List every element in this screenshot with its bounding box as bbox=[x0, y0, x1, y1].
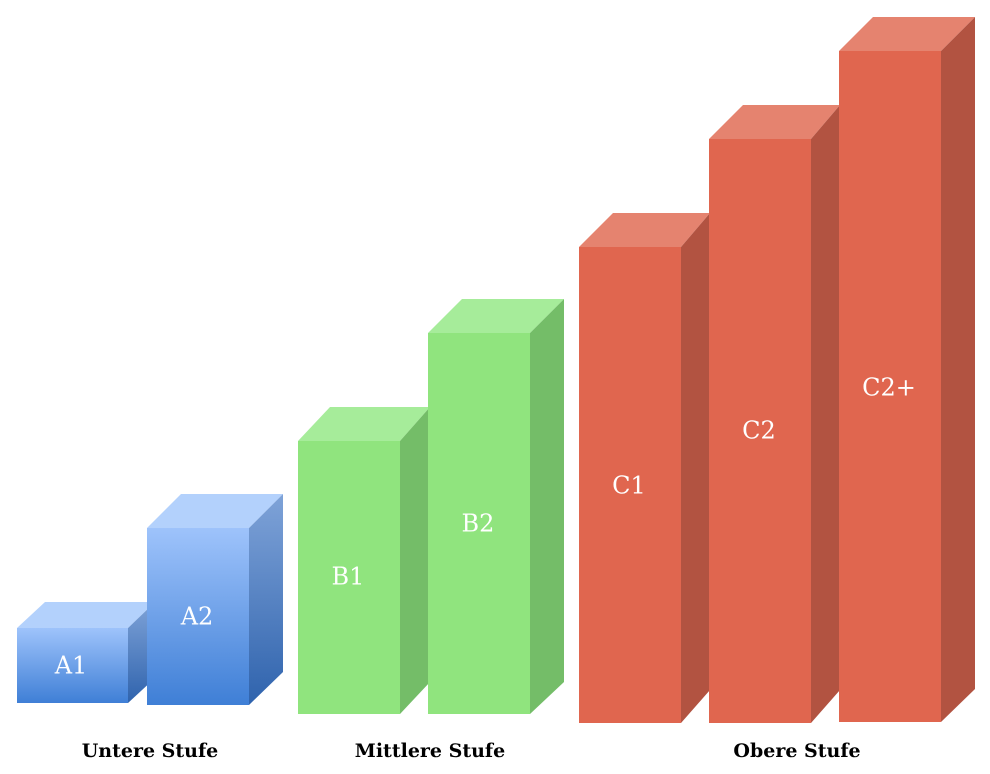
block-label: C2+ bbox=[862, 374, 916, 402]
group-label: Untere Stufe bbox=[82, 740, 219, 762]
group-label: Mittlere Stufe bbox=[355, 740, 505, 762]
block-b1 bbox=[298, 407, 430, 714]
block-label: A2 bbox=[180, 603, 214, 631]
block-a2 bbox=[147, 494, 283, 705]
block-c1 bbox=[579, 213, 710, 723]
block-label: C1 bbox=[612, 472, 646, 500]
block-label: B1 bbox=[332, 563, 365, 591]
block-b2 bbox=[428, 299, 564, 714]
group-label: Obere Stufe bbox=[733, 740, 860, 762]
block-label: A1 bbox=[54, 652, 88, 680]
block-c2 bbox=[709, 105, 840, 723]
block-label: C2 bbox=[742, 417, 776, 445]
block-c2plus bbox=[839, 17, 975, 722]
block-label: B2 bbox=[462, 510, 495, 538]
